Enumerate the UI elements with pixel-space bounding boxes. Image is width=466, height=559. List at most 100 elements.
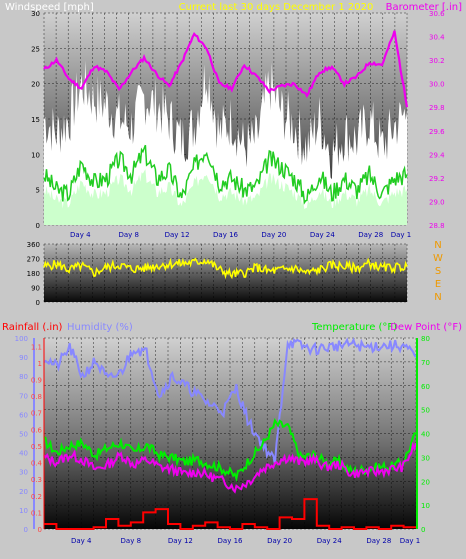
wind-tick-label: 5 [36,187,40,195]
wind-tick-label: 0 [36,222,40,230]
rain-tick-label: 0.6 [31,426,43,434]
humidity-tick-label: 60 [19,411,28,419]
wind-x-tick-label: Day 16 [213,231,239,239]
barometer-tick-label: 29.2 [429,175,445,183]
wind-tick-label: 30 [31,10,40,18]
wind-x-tick-label: Day 4 [70,231,91,239]
climate-x-tick-label: Day 20 [267,537,292,545]
wind-average-line [43,144,408,205]
rain-tick-label: 0.8 [31,393,42,401]
rain-tick-label: 0.4 [31,460,43,468]
barometer-tick-label: 29.4 [429,151,445,159]
rain-tick-label: 0.9 [31,377,42,385]
barometer-tick-label: 30.2 [429,57,445,65]
humidity-tick-label: 80 [19,373,28,381]
climate-x-tick-label: Day 8 [121,537,142,545]
rainfall-line [44,498,416,530]
humidity-tick-label: 20 [19,488,28,496]
dew-point-title: Dew Point (°F) [390,322,462,333]
rain-tick-label: 1 [38,360,42,368]
rain-tick-label: 1.1 [31,343,42,351]
climate-x-tick-label: Day 24 [317,537,343,545]
temperature-tick-label: 20 [421,478,430,486]
temperature-title: Temperature (°F) [311,322,397,333]
barometer-tick-label: 29.8 [429,104,445,112]
compass-letter: N [434,292,441,303]
wind-x-tick-label: Day 20 [261,231,286,239]
temperature-tick-label: 30 [421,454,430,462]
wind-panel-x-ticks: Day 4 Day 8 Day 12 Day 16 Day 20 Day 24 Day 28… [70,231,411,239]
humidity-tick-label: 50 [19,431,28,439]
temperature-axis-ticks: 0 10 20 30 40 50 60 70 80 [421,335,430,534]
rain-tick-label: 0.7 [31,410,42,418]
windspeed-title: Windspeed [mph] [5,2,94,13]
chart-date-title: Current last 30 days December 1 2020 [179,2,374,13]
rain-tick-label: 0 [38,526,42,534]
wind-direction-grid [43,243,408,303]
rain-tick-label: 0.3 [31,476,42,484]
wind-direction-line [43,257,408,280]
climate-x-tick-label: Day 12 [168,537,193,545]
wind-direction-tick-label: 360 [27,241,40,249]
dew-point-line [43,441,417,494]
wind-direction-tick-label: 0 [36,299,40,307]
barometer-tick-label: 30.6 [429,10,445,18]
wind-direction-tick-label: 270 [27,256,40,264]
humidity-axis-ticks: 0 10 20 30 40 50 60 70 80 90 100 [15,335,28,534]
rain-axis-ticks: 0 0.1 0.2 0.3 0.4 0.5 0.6 0.7 0.8 0.9 1 1.1 [31,343,43,534]
wind-direction-tick-label: 90 [31,285,40,293]
barometer-tick-label: 29.6 [429,128,445,136]
humidity-title: Humidity (%) [67,322,133,333]
humidity-tick-label: 10 [19,507,28,515]
temperature-tick-label: 80 [421,335,430,343]
temperature-tick-label: 0 [421,526,425,534]
temperature-tick-label: 10 [421,502,430,510]
climate-x-tick-label: Day 1 [400,537,421,545]
humidity-tick-label: 100 [15,335,28,343]
humidity-line [43,337,417,465]
compass-letter: S [435,266,441,277]
barometer-line [43,30,409,108]
wind-direction-tick-label: 180 [27,270,40,278]
humidity-tick-label: 30 [19,469,28,477]
wind-x-tick-label: Day 24 [310,231,336,239]
barometer-tick-label: 30.4 [429,34,445,42]
humidity-tick-label: 0 [24,526,28,534]
wind-tick-label: 25 [31,45,40,53]
barometer-title: Barometer [.in] [386,2,462,13]
temperature-tick-label: 40 [421,431,430,439]
temperature-tick-label: 70 [421,359,430,367]
compass-letter: W [433,253,443,264]
rain-tick-label: 0.1 [31,509,42,517]
wind-direction-axis-ticks: 0 90 180 270 360 [27,241,40,307]
rainfall-title: Rainfall (.in) [2,322,63,333]
humidity-tick-label: 40 [19,450,28,458]
temperature-tick-label: 50 [421,407,430,415]
wind-x-tick-label: Day 12 [165,231,190,239]
climate-panel-x-ticks: Day 4 Day 8 Day 12 Day 16 Day 20 Day 24 Day 28… [71,537,420,545]
compass-letter: N [434,240,441,251]
climate-x-tick-label: Day 4 [71,537,92,545]
barometer-tick-label: 30.0 [429,81,445,89]
rain-tick-label: 0.5 [31,443,42,451]
wind-tick-label: 10 [31,151,40,159]
climate-x-tick-label: Day 16 [218,537,244,545]
compass-letter: E [435,279,441,290]
wind-tick-label: 15 [31,116,40,124]
climate-panel-grid [43,337,417,530]
humidity-tick-label: 70 [19,392,28,400]
wind-x-tick-label: Day 1 [391,231,412,239]
rain-tick-label: 0.2 [31,493,42,501]
wind-axis-ticks: 0 5 10 15 20 25 30 [31,10,40,230]
humidity-tick-label: 90 [19,354,28,362]
barometer-tick-label: 29.0 [429,198,445,206]
climate-x-tick-label: Day 28 [366,537,391,545]
wind-x-tick-label: Day 8 [118,231,139,239]
wind-tick-label: 20 [31,81,40,89]
barometer-tick-label: 28.8 [429,222,445,230]
barometer-axis-ticks: 28.8 29.0 29.2 29.4 29.6 29.8 30.0 30.2 30.4 30.6 [429,10,445,230]
wind-x-tick-label: Day 28 [358,231,383,239]
